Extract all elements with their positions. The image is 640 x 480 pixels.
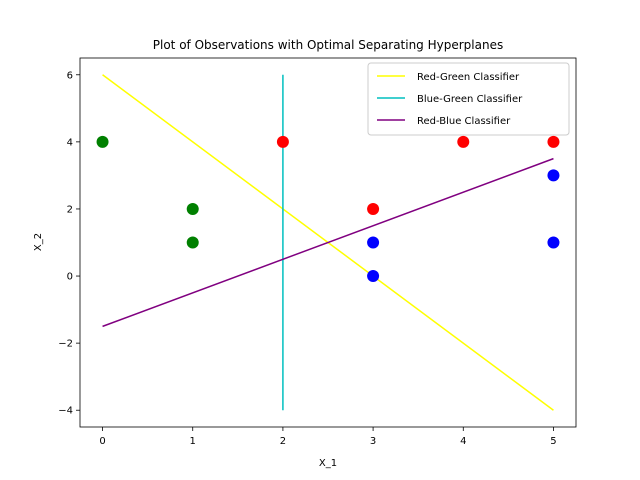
y-tick-label: −2 (58, 339, 73, 350)
x-tick-label: 1 (190, 436, 196, 447)
data-point-6 (457, 135, 470, 148)
x-tick-label: 4 (460, 436, 466, 447)
chart-title: Plot of Observations with Optimal Separa… (153, 38, 503, 52)
x-tick-label: 3 (370, 436, 376, 447)
y-axis-label: X_2 (33, 233, 44, 251)
y-tick-label: −4 (58, 406, 73, 417)
x-tick-label: 5 (550, 436, 556, 447)
x-tick-label: 0 (99, 436, 105, 447)
plot-area: 0 1 2 3 4 5 −4 −2 0 2 4 6 (58, 57, 577, 447)
y-tick-label: 4 (67, 137, 73, 148)
legend-label-1: Red-Green Classifier (417, 72, 520, 83)
legend-label-3: Red-Blue Classifier (417, 116, 511, 127)
data-point-4 (276, 135, 289, 148)
legend-label-2: Blue-Green Classifier (417, 94, 523, 105)
x-axis-label: X_1 (319, 458, 337, 469)
y-tick-label: 6 (67, 70, 73, 81)
data-point-10 (547, 169, 560, 182)
data-point-7 (547, 135, 560, 148)
data-point-9 (367, 270, 380, 283)
axes-frame (79, 57, 577, 428)
data-point-3 (186, 236, 199, 249)
series-line-3 (102, 157, 554, 328)
legend-box (367, 62, 570, 136)
data-point-11 (547, 236, 560, 249)
data-point-5 (367, 202, 380, 215)
y-tick-label: 2 (67, 204, 73, 215)
y-tick-label: 0 (67, 272, 73, 283)
legend: Red-Green Classifier Blue-Green Classifie… (367, 62, 570, 136)
x-tick-label: 2 (280, 436, 286, 447)
data-point-8 (367, 236, 380, 249)
data-point-2 (186, 202, 199, 215)
data-point-1 (96, 135, 109, 148)
